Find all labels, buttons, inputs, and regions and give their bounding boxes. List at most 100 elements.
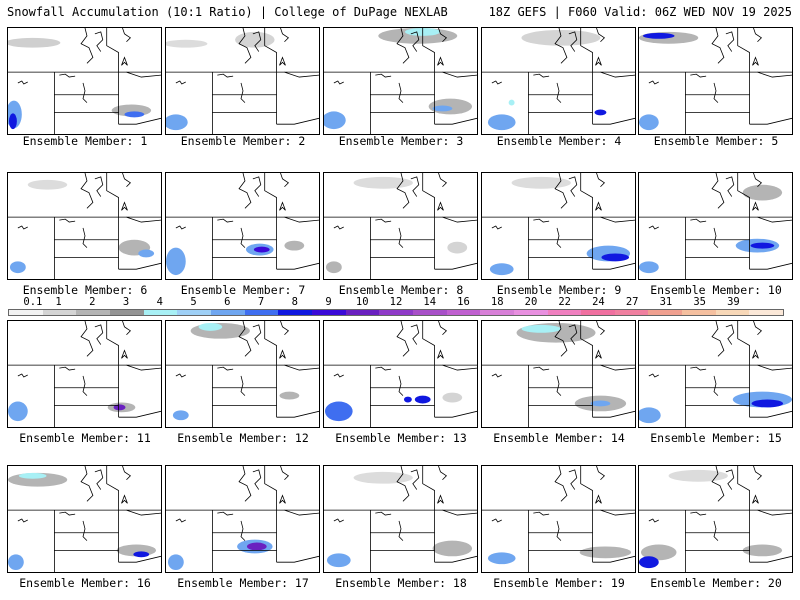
legend-label: 1 [55,296,62,308]
ensemble-member-label: Ensemble Member: 8 [338,283,464,297]
snow-overlay [166,240,305,276]
legend-swatch [109,310,144,315]
legend-swatch [311,310,346,315]
legend-swatch [210,310,245,315]
legend-label: 31 [659,296,673,308]
ensemble-member-label: Ensemble Member: 19 [493,576,625,590]
ensemble-member-label: Ensemble Member: 16 [19,576,151,590]
legend-label: 5 [190,296,197,308]
legend-swatch [278,310,312,315]
legend-label: 2 [89,296,96,308]
legend-swatches [8,309,784,316]
legend-label: 4 [156,296,163,308]
snow-overlay [325,176,468,274]
base-map [8,321,161,427]
legend-swatch [581,310,615,315]
base-map [639,321,792,427]
base-map [8,466,161,572]
snow-overlay [639,469,783,569]
legend-swatch [42,310,77,315]
legend-swatch [345,310,380,315]
ensemble-member-map-13 [323,320,478,428]
legend-swatch [412,310,447,315]
legend-swatch [715,310,750,315]
legend-label: 6 [224,296,231,308]
base-map [324,28,477,134]
ensemble-member-label: Ensemble Member: 20 [650,576,782,590]
legend-label: 7 [257,296,265,308]
ensemble-member-map-7 [165,172,320,280]
base-map [482,466,635,572]
legend-swatch [446,310,481,315]
ensemble-member-map-16 [7,465,162,573]
snow-overlay [324,392,463,422]
base-map [639,28,792,134]
snow-overlay [167,539,273,571]
ensemble-member-map-3 [323,27,478,135]
legend-label: 18 [490,296,504,308]
map-title: Snowfall Accumulation (10:1 Ratio) | Col… [7,5,448,19]
ensemble-member-map-4 [481,27,636,135]
base-map [324,321,477,427]
legend-label: 20 [524,296,538,308]
legend-swatch [143,310,178,315]
snow-overlay [8,37,152,130]
ensemble-member-label: Ensemble Member: 12 [177,431,309,445]
legend-label: 39 [727,296,740,308]
base-map [8,173,161,279]
ensemble-member-label: Ensemble Member: 4 [496,134,622,148]
legend-label: 14 [423,296,437,308]
legend-label: 27 [625,296,639,308]
snow-overlay [8,401,136,422]
ensemble-member-map-14 [481,320,636,428]
legend-swatch [749,310,784,315]
ensemble-member-label: Ensemble Member: 13 [335,431,467,445]
legend-swatch [480,310,514,315]
ensemble-member-label: Ensemble Member: 9 [496,283,622,297]
legend-swatch [648,310,683,315]
legend-label: 24 [592,296,605,308]
base-map [324,466,477,572]
ensemble-member-map-19 [481,465,636,573]
legend-label: 3 [122,296,130,308]
snow-overlay [639,184,783,274]
run-valid-time: 18Z GEFS | F060 Valid: 06Z WED NOV 19 20… [488,5,792,19]
ensemble-member-label: Ensemble Member: 6 [22,283,148,297]
legend-swatch [177,310,211,315]
snow-overlay [639,391,792,424]
ensemble-member-map-6 [7,172,162,280]
legend-swatch [244,310,279,315]
ensemble-member-map-20 [638,465,793,573]
snow-overlay [489,176,631,276]
ensemble-member-label: Ensemble Member: 15 [650,431,782,445]
legend-swatch [76,310,110,315]
ensemble-member-map-11 [7,320,162,428]
snow-overlay [639,31,699,131]
base-map [482,321,635,427]
legend-swatch [614,310,649,315]
legend-swatch [513,310,548,315]
snow-overlay [172,322,300,421]
base-map [639,466,792,572]
ensemble-member-label: Ensemble Member: 18 [335,576,467,590]
ensemble-member-map-12 [165,320,320,428]
snowfall-color-legend: 0.1 1 2 3 4 5 6 7 8 9 10 12 14 16 18 20 22 24 27 31 35 39 [8,296,784,318]
base-map [482,173,635,279]
legend-label: 12 [389,296,403,308]
ensemble-member-label: Ensemble Member: 11 [19,431,151,445]
ensemble-member-map-15 [638,320,793,428]
base-map [166,173,319,279]
base-map [639,173,792,279]
base-map [166,321,319,427]
ensemble-member-label: Ensemble Member: 14 [493,431,625,445]
snow-overlay [9,179,155,274]
base-map [482,28,635,134]
base-map [8,28,161,134]
ensemble-member-label: Ensemble Member: 3 [338,134,464,148]
ensemble-member-map-1 [7,27,162,135]
ensemble-member-map-5 [638,27,793,135]
base-map [166,28,319,134]
ensemble-member-map-17 [165,465,320,573]
snow-overlay [8,472,157,571]
base-map [166,466,319,572]
